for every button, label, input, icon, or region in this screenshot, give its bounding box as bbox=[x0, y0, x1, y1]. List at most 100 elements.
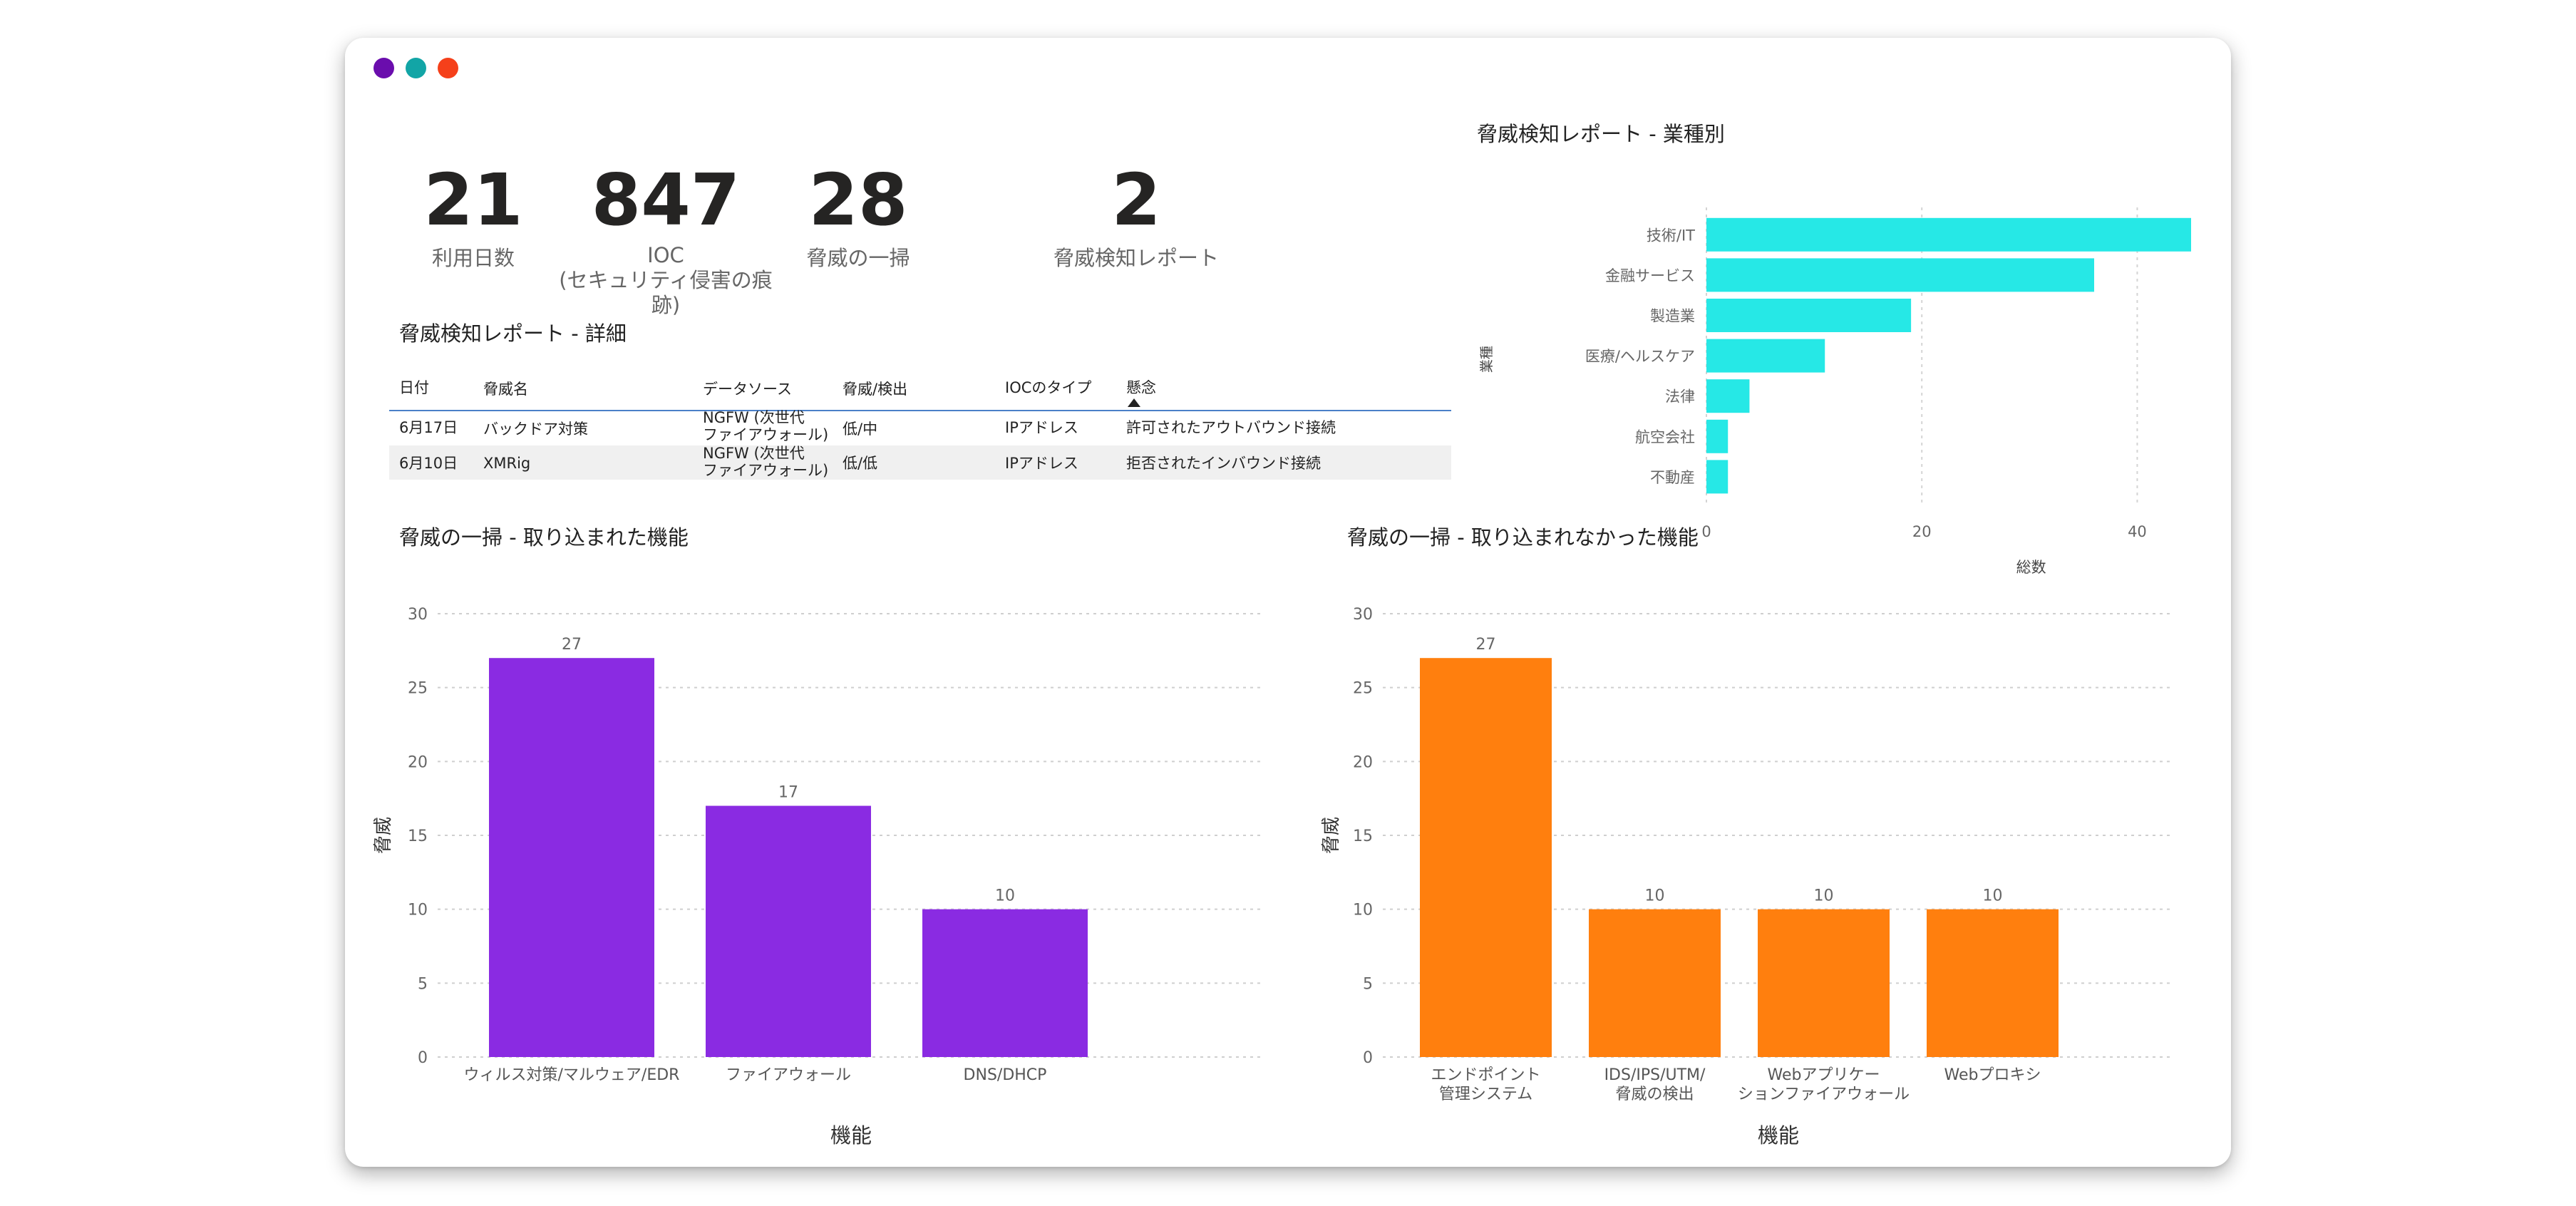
kpi-usage-days: 21 利用日数 bbox=[402, 165, 545, 271]
y-tick-label: 不動産 bbox=[1650, 469, 1695, 486]
y-tick-label: 15 bbox=[1353, 828, 1373, 845]
kpi-threat-sweep: 28 脅威の一掃 bbox=[787, 165, 929, 271]
x-axis-label: 機能 bbox=[1758, 1123, 1799, 1148]
threat-detail-table: 日付 脅威名 データソース 脅威/検出 IOCのタイプ 懸念 6月17日 バック… bbox=[389, 359, 1451, 480]
x-tick-label: IDS/IPS/UTM/脅威の検出 bbox=[1604, 1066, 1706, 1103]
y-tick-label: 0 bbox=[1363, 1049, 1373, 1067]
captured-chart-title: 脅威の一掃 - 取り込まれた機能 bbox=[399, 525, 689, 550]
kpi-ioc: 847 IOC (セキュリティ侵害の痕跡) bbox=[552, 165, 780, 317]
window-dot-purple[interactable] bbox=[373, 58, 394, 78]
cell-date: 6月17日 bbox=[399, 419, 458, 436]
col-header-threat-detection[interactable]: 脅威/検出 bbox=[843, 381, 908, 398]
kpi-label: 脅威の一掃 bbox=[806, 246, 910, 270]
kpi-value: 847 bbox=[591, 158, 741, 242]
data-label: 27 bbox=[1476, 636, 1496, 654]
cell-data-source: NGFW (次世代 ファイアウォール) bbox=[703, 445, 829, 479]
window-dot-red[interactable] bbox=[438, 58, 458, 78]
kpi-label: 脅威検知レポート bbox=[1053, 246, 1219, 270]
kpi-value: 2 bbox=[1111, 158, 1161, 242]
x-tick-label: 0 bbox=[1701, 523, 1711, 540]
captured-functions-bar-chart: 0 5 10 15 20 25 30 27 ウィルス対策/マルウェア/EDR 17 ファイアウォール… bbox=[373, 606, 1264, 1148]
y-tick-label: 製造業 bbox=[1650, 308, 1695, 325]
bar bbox=[489, 658, 654, 1057]
dashboard-window: 21 利用日数 847 IOC (セキュリティ侵害の痕跡) 28 脅威の一掃 2… bbox=[345, 38, 2231, 1167]
industry-chart-title: 脅威検知レポート - 業種別 bbox=[1477, 122, 1725, 146]
cell-concern: 拒否されたインバウンド接続 bbox=[1126, 455, 1321, 472]
y-tick-label: 法律 bbox=[1665, 388, 1695, 406]
bar bbox=[1706, 299, 1912, 332]
data-label: 10 bbox=[995, 887, 1015, 905]
x-tick-label: Webプロキシ bbox=[1944, 1066, 2041, 1084]
bar bbox=[1706, 460, 1729, 494]
sort-ascending-icon[interactable] bbox=[1128, 398, 1140, 407]
cell-data-source: NGFW (次世代 ファイアウォール) bbox=[703, 409, 829, 443]
y-tick-label: 20 bbox=[408, 753, 428, 771]
y-tick-label: 10 bbox=[408, 902, 428, 919]
y-tick-label: 30 bbox=[408, 606, 428, 624]
col-header-data-source[interactable]: データソース bbox=[703, 381, 792, 398]
y-axis-label: 脅威 bbox=[373, 817, 394, 854]
kpi-label: 利用日数 bbox=[431, 246, 515, 270]
bar bbox=[1706, 339, 1825, 373]
col-header-date[interactable]: 日付 bbox=[399, 379, 429, 396]
missed-chart-title: 脅威の一掃 - 取り込まれなかった機能 bbox=[1347, 525, 1699, 550]
bar bbox=[1706, 379, 1750, 413]
x-tick-label: 20 bbox=[1912, 523, 1932, 540]
y-tick-label: 0 bbox=[418, 1049, 428, 1067]
col-header-concern[interactable]: 懸念 bbox=[1126, 379, 1156, 396]
x-tick-label: ファイアウォール bbox=[726, 1066, 851, 1084]
y-tick-label: 金融サービス bbox=[1605, 267, 1695, 284]
col-header-ioc-type[interactable]: IOCのタイプ bbox=[1005, 379, 1092, 396]
cell-threat-detection: 低/中 bbox=[843, 421, 878, 438]
x-tick-label: Webアプリケーションファイアウォール bbox=[1738, 1066, 1910, 1103]
missed-functions-bar-chart: 0 5 10 15 20 25 30 27 エンドポイント管理システム 10 IDS/IPS/UTM… bbox=[1321, 606, 2174, 1148]
bar bbox=[1927, 909, 2059, 1057]
cell-ioc-type: IPアドレス bbox=[1005, 419, 1078, 436]
y-tick-label: 15 bbox=[408, 828, 428, 845]
bar bbox=[1706, 258, 2094, 292]
x-tick-label: ウィルス対策/マルウェア/EDR bbox=[464, 1066, 680, 1084]
y-tick-label: 医療/ヘルスケア bbox=[1585, 348, 1695, 365]
x-axis-label: 総数 bbox=[2016, 559, 2046, 576]
y-tick-label: 20 bbox=[1353, 753, 1373, 771]
y-tick-label: 25 bbox=[1353, 680, 1373, 698]
kpi-value: 28 bbox=[808, 158, 908, 242]
table-title: 脅威検知レポート - 詳細 bbox=[399, 321, 627, 346]
kpi-label: IOC (セキュリティ侵害の痕跡) bbox=[559, 243, 773, 317]
y-tick-label: 航空会社 bbox=[1635, 428, 1695, 445]
data-label: 17 bbox=[778, 784, 798, 802]
window-controls bbox=[373, 58, 458, 78]
cell-threat-name: バックドア対策 bbox=[483, 421, 588, 438]
y-tick-label: 30 bbox=[1353, 606, 1373, 624]
x-tick-label: エンドポイント管理システム bbox=[1431, 1066, 1540, 1103]
bar bbox=[706, 805, 871, 1057]
kpi-threat-reports: 2 脅威検知レポート bbox=[1029, 165, 1243, 271]
x-tick-label: 40 bbox=[2128, 523, 2147, 540]
y-tick-label: 技術/IT bbox=[1647, 227, 1695, 244]
bar bbox=[1706, 419, 1729, 453]
cell-date: 6月10日 bbox=[399, 455, 458, 472]
cell-ioc-type: IPアドレス bbox=[1005, 455, 1078, 472]
table-row[interactable]: 6月10日 XMRig NGFW (次世代 ファイアウォール) 低/低 IPアド… bbox=[389, 445, 1451, 480]
y-tick-label: 10 bbox=[1353, 902, 1373, 919]
y-tick-label: 5 bbox=[1363, 975, 1373, 993]
window-dot-teal[interactable] bbox=[406, 58, 426, 78]
data-label: 10 bbox=[1983, 887, 2003, 905]
cell-concern: 許可されたアウトバウンド接続 bbox=[1126, 419, 1336, 436]
x-axis-label: 機能 bbox=[830, 1123, 872, 1148]
cell-threat-name: XMRig bbox=[483, 455, 531, 472]
cell-threat-detection: 低/低 bbox=[843, 455, 878, 472]
bar bbox=[922, 909, 1088, 1057]
table-header-row: 日付 脅威名 データソース 脅威/検出 IOCのタイプ 懸念 bbox=[389, 359, 1451, 411]
bar bbox=[1420, 658, 1552, 1057]
y-tick-label: 5 bbox=[418, 975, 428, 993]
table-row[interactable]: 6月17日 バックドア対策 NGFW (次世代 ファイアウォール) 低/中 IP… bbox=[389, 409, 1451, 445]
y-axis-label: 業種 bbox=[1479, 346, 1495, 373]
data-label: 27 bbox=[562, 636, 582, 654]
kpi-value: 21 bbox=[423, 158, 523, 242]
bar bbox=[1706, 217, 2191, 252]
col-header-threat-name[interactable]: 脅威名 bbox=[483, 381, 528, 398]
y-axis-label: 脅威 bbox=[1321, 817, 1342, 854]
y-tick-label: 25 bbox=[408, 680, 428, 698]
